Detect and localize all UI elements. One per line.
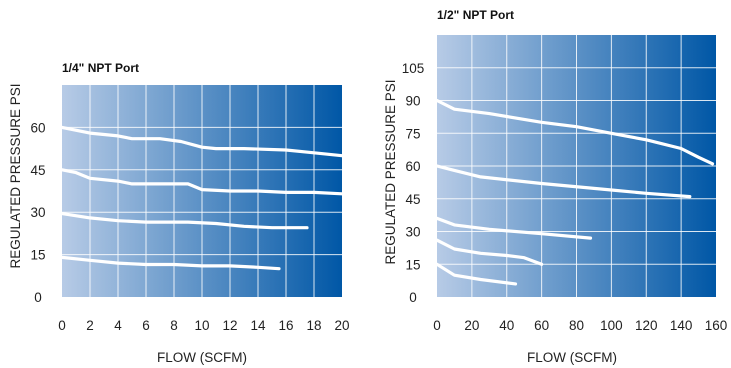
chart2-x-tick-label: 40 [499, 318, 514, 333]
chart1-title: 1/4" NPT Port [62, 61, 139, 75]
chart1-x-tick-label: 2 [86, 318, 94, 333]
chart1-x-tick-label: 20 [334, 318, 349, 333]
chart1-x-tick-label: 18 [306, 318, 321, 333]
chart2-x-tick-label: 20 [464, 318, 479, 333]
chart2-x-tick-label: 80 [569, 318, 584, 333]
chart1-x-tick-label: 10 [194, 318, 209, 333]
chart1-series-line-3 [60, 212, 309, 230]
chart1-y-tick-label: 0 [34, 290, 42, 305]
chart1-x-tick-label: 0 [58, 318, 66, 333]
chart1-y-tick-label: 45 [30, 163, 45, 178]
chart2-y-tick-label: 30 [405, 225, 420, 240]
chart2-x-tick-label: 140 [670, 318, 693, 333]
chart1-x-axis-label: FLOW (SCFM) [157, 350, 247, 365]
chart1-y-tick-label: 60 [30, 120, 45, 135]
chart2-x-tick-label: 160 [705, 318, 728, 333]
chart2-x-axis-label: FLOW (SCFM) [527, 350, 617, 365]
chart2-x-tick-label: 100 [600, 318, 623, 333]
chart2-series-line-5 [435, 262, 518, 286]
chart1-y-tick-label: 15 [30, 248, 45, 263]
chart2-y-tick-label: 15 [405, 257, 420, 272]
chart1-x-tick-label: 4 [114, 318, 122, 333]
chart2-x-tick-label: 60 [534, 318, 549, 333]
chart1-series-line-4 [60, 255, 281, 271]
chart1-x-tick-label: 16 [278, 318, 293, 333]
chart1-x-tick-label: 8 [170, 318, 178, 333]
chart2-y-tick-label: 45 [405, 192, 420, 207]
chart2-x-tick-label: 120 [635, 318, 658, 333]
chart2-series-line-3 [435, 216, 593, 240]
chart2-series-line-2 [435, 164, 692, 199]
chart1-series-line-1 [60, 125, 344, 158]
chart1-x-tick-label: 12 [222, 318, 237, 333]
chart2-y-tick-label: 90 [405, 94, 420, 109]
chart2-x-tick-label: 0 [433, 318, 441, 333]
chart2-y-tick-label: 105 [402, 61, 425, 76]
chart2-y-tick-label: 75 [405, 126, 420, 141]
chart2-title: 1/2" NPT Port [437, 8, 514, 22]
chart2-y-tick-label: 60 [405, 159, 420, 174]
chart1-series-line-2 [60, 168, 344, 196]
chart1-x-tick-label: 14 [250, 318, 266, 333]
chart2-y-axis-label: REGULATED PRESSURE PSI [383, 79, 398, 264]
chart2-series-line-1 [435, 98, 715, 166]
chart2-series-line-4 [435, 238, 544, 266]
chart1-y-tick-label: 30 [30, 205, 45, 220]
chart1-y-axis-label: REGULATED PRESSURE PSI [8, 83, 23, 268]
chart1-x-tick-label: 6 [142, 318, 150, 333]
chart1-plot: 0 2 4 6 8 10 12 14 16 18 20 0 15 30 45 60 [30, 85, 350, 333]
chart2-plot: 0 20 40 60 80 100 120 140 160 0 15 30 45 60 75 90 105 [402, 35, 728, 333]
chart2-y-tick-label: 0 [409, 290, 417, 305]
